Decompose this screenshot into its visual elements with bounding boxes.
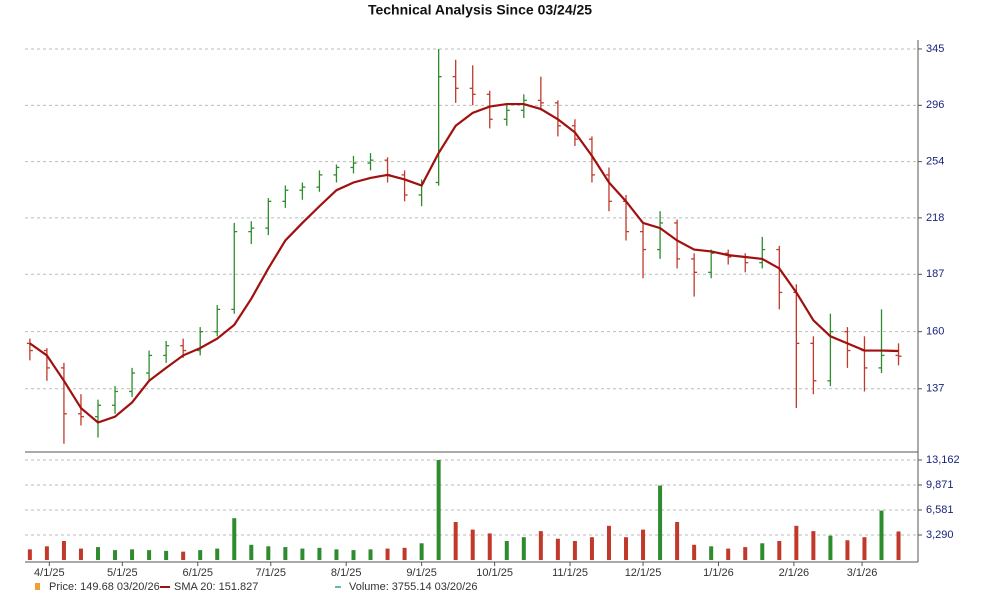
volume-bar bbox=[692, 544, 697, 560]
legend-label: Volume: 3755.14 03/20/26 bbox=[349, 581, 477, 593]
x-tick-label: 8/1/25 bbox=[331, 567, 362, 579]
y-tick-label: 345 bbox=[926, 43, 944, 55]
volume-bar bbox=[862, 537, 867, 560]
x-tick-label: 6/1/25 bbox=[182, 567, 213, 579]
legend-label: SMA 20: 151.827 bbox=[174, 581, 258, 593]
volume-bar bbox=[453, 522, 458, 560]
volume-bar bbox=[794, 525, 799, 560]
volume-bar bbox=[743, 547, 748, 560]
volume-bar bbox=[896, 531, 901, 560]
volume-bar bbox=[419, 543, 424, 560]
y-tick-label: 218 bbox=[926, 212, 944, 224]
volume-bar bbox=[487, 533, 492, 560]
volume-bar bbox=[351, 550, 356, 560]
volume-bar bbox=[95, 547, 100, 560]
volume-bar bbox=[317, 547, 322, 560]
volume-bar bbox=[232, 518, 237, 560]
x-tick-label: 12/1/25 bbox=[625, 567, 662, 579]
volume-bar bbox=[641, 529, 646, 560]
volume-bar bbox=[879, 510, 884, 560]
volume-bar bbox=[709, 546, 714, 560]
volume-bar bbox=[300, 548, 305, 560]
volume-bar bbox=[164, 550, 169, 560]
x-tick-label: 11/1/25 bbox=[552, 567, 588, 579]
y2-tick-label: 6,581 bbox=[926, 504, 954, 516]
volume-bar bbox=[334, 549, 339, 560]
volume-bar bbox=[811, 531, 816, 560]
volume-bar bbox=[760, 543, 765, 560]
volume-bar bbox=[368, 549, 373, 560]
volume-bar bbox=[249, 544, 254, 560]
y2-tick-label: 9,871 bbox=[926, 479, 954, 491]
x-tick-label: 5/1/25 bbox=[107, 567, 138, 579]
volume-bar bbox=[436, 459, 441, 560]
volume-bar bbox=[726, 548, 731, 560]
volume-bar bbox=[589, 537, 594, 560]
volume-bar bbox=[266, 546, 271, 560]
y-tick-label: 160 bbox=[926, 326, 944, 338]
x-tick-label: 2/1/26 bbox=[779, 567, 810, 579]
volume-bar bbox=[828, 535, 833, 560]
x-tick-label: 1/1/26 bbox=[703, 567, 734, 579]
volume-bar bbox=[504, 541, 509, 560]
volume-bar bbox=[113, 550, 118, 560]
y2-tick-label: 13,162 bbox=[926, 454, 960, 466]
volume-bar bbox=[555, 538, 560, 560]
y-tick-label: 187 bbox=[926, 268, 944, 280]
chart-title: Technical Analysis Since 03/24/25 bbox=[368, 2, 592, 18]
volume-bar bbox=[658, 485, 663, 560]
volume-bar bbox=[198, 550, 203, 560]
volume-bar bbox=[215, 548, 220, 560]
volume-bar bbox=[147, 550, 152, 560]
volume-bar bbox=[845, 540, 850, 560]
sma-line bbox=[29, 102, 899, 424]
volume-bar bbox=[61, 541, 66, 560]
volume-bar bbox=[283, 547, 288, 560]
x-tick-label: 10/1/25 bbox=[476, 567, 513, 579]
x-tick-label: 4/1/25 bbox=[34, 567, 65, 579]
volume-bar bbox=[78, 548, 83, 560]
volume-bar bbox=[44, 546, 49, 560]
volume-bar bbox=[538, 531, 543, 560]
y2-tick-label: 3,290 bbox=[926, 529, 954, 541]
volume-bar bbox=[606, 525, 611, 560]
x-tick-label: 9/1/25 bbox=[406, 567, 437, 579]
y-tick-label: 296 bbox=[926, 99, 944, 111]
volume-bar bbox=[624, 537, 629, 560]
volume-bar bbox=[521, 537, 526, 560]
y-tick-label: 254 bbox=[926, 156, 944, 168]
legend-label: Price: 149.68 03/20/26 bbox=[49, 581, 160, 593]
y-tick-label: 137 bbox=[926, 383, 944, 395]
volume-bar bbox=[572, 541, 577, 560]
legend-swatch bbox=[35, 583, 40, 590]
x-tick-label: 3/1/26 bbox=[847, 567, 878, 579]
volume-bar bbox=[675, 522, 680, 560]
volume-bar bbox=[470, 529, 475, 560]
volume-bar bbox=[402, 547, 407, 560]
x-tick-label: 7/1/25 bbox=[255, 567, 286, 579]
volume-bar bbox=[27, 549, 32, 560]
volume-bar bbox=[130, 549, 135, 560]
volume-bar bbox=[181, 551, 186, 560]
volume-bar bbox=[385, 548, 390, 560]
volume-bar bbox=[777, 541, 782, 560]
